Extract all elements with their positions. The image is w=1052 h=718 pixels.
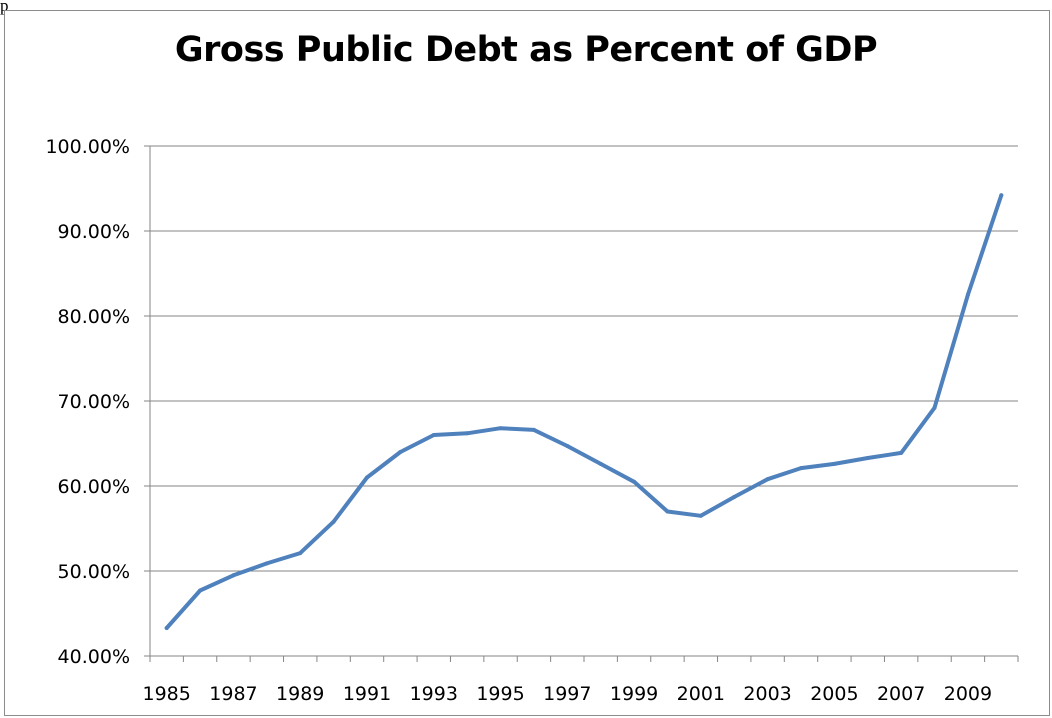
- data-point: [799, 466, 803, 471]
- x-tick-label: 2009: [944, 683, 992, 705]
- data-point: [264, 561, 269, 566]
- x-tick-label: 1993: [410, 683, 458, 705]
- x-tick-label: 2003: [743, 683, 791, 705]
- data-point: [331, 519, 336, 524]
- data-point: [832, 461, 837, 466]
- series-line: [164, 193, 1004, 630]
- data-point: [198, 588, 203, 593]
- data-point: [431, 433, 436, 437]
- data-point: [231, 573, 236, 578]
- y-tick-label: 100.00%: [45, 136, 130, 158]
- chart-title: Gross Public Debt as Percent of GDP: [174, 30, 878, 70]
- y-axis-tick-labels: 40.00% 50.00% 60.00% 70.00% 80.00% 90.00% 100.…: [45, 136, 130, 668]
- data-point: [965, 292, 970, 297]
- data-point: [565, 444, 570, 449]
- data-point: [698, 513, 703, 518]
- grid-lines: [150, 145, 1018, 572]
- x-tick-label: 1991: [343, 683, 391, 705]
- x-tick-label: 2005: [810, 683, 858, 705]
- data-point: [298, 551, 303, 556]
- data-point: [365, 475, 369, 480]
- data-series: [164, 193, 1004, 630]
- data-point: [465, 431, 470, 436]
- data-point: [398, 450, 403, 454]
- axes: [144, 145, 1019, 662]
- x-tick-label: 1999: [610, 683, 658, 705]
- data-point: [498, 426, 503, 431]
- data-point: [765, 477, 770, 482]
- y-tick-label: 60.00%: [58, 476, 130, 498]
- data-point: [999, 193, 1004, 198]
- x-tick-label: 1995: [476, 683, 524, 705]
- y-tick-label: 40.00%: [58, 646, 130, 668]
- data-point: [899, 450, 904, 455]
- x-axis-tick-labels: 1985 1987 1989 1991 1993 1995 1997 1999 2001 2003…: [143, 683, 993, 705]
- top-text-fragment: p: [0, 0, 9, 15]
- x-tick-label: 2001: [677, 683, 725, 705]
- x-tick-label: 2007: [877, 683, 925, 705]
- data-point: [665, 509, 670, 514]
- data-point: [932, 405, 937, 410]
- data-point: [632, 479, 637, 484]
- data-point: [531, 427, 536, 432]
- x-tick-label: 1997: [543, 683, 591, 705]
- y-tick-label: 90.00%: [58, 221, 130, 243]
- x-tick-label: 1989: [276, 683, 324, 705]
- data-point: [598, 461, 603, 466]
- y-tick-label: 50.00%: [58, 561, 130, 583]
- y-tick-label: 70.00%: [58, 391, 130, 413]
- data-point: [164, 625, 169, 630]
- x-tick-label: 1985: [143, 683, 191, 705]
- y-tick-label: 80.00%: [58, 306, 130, 328]
- chart-frame: [4, 10, 1050, 716]
- data-point: [732, 495, 737, 500]
- data-point: [865, 455, 870, 460]
- x-tick-label: 1987: [209, 683, 257, 705]
